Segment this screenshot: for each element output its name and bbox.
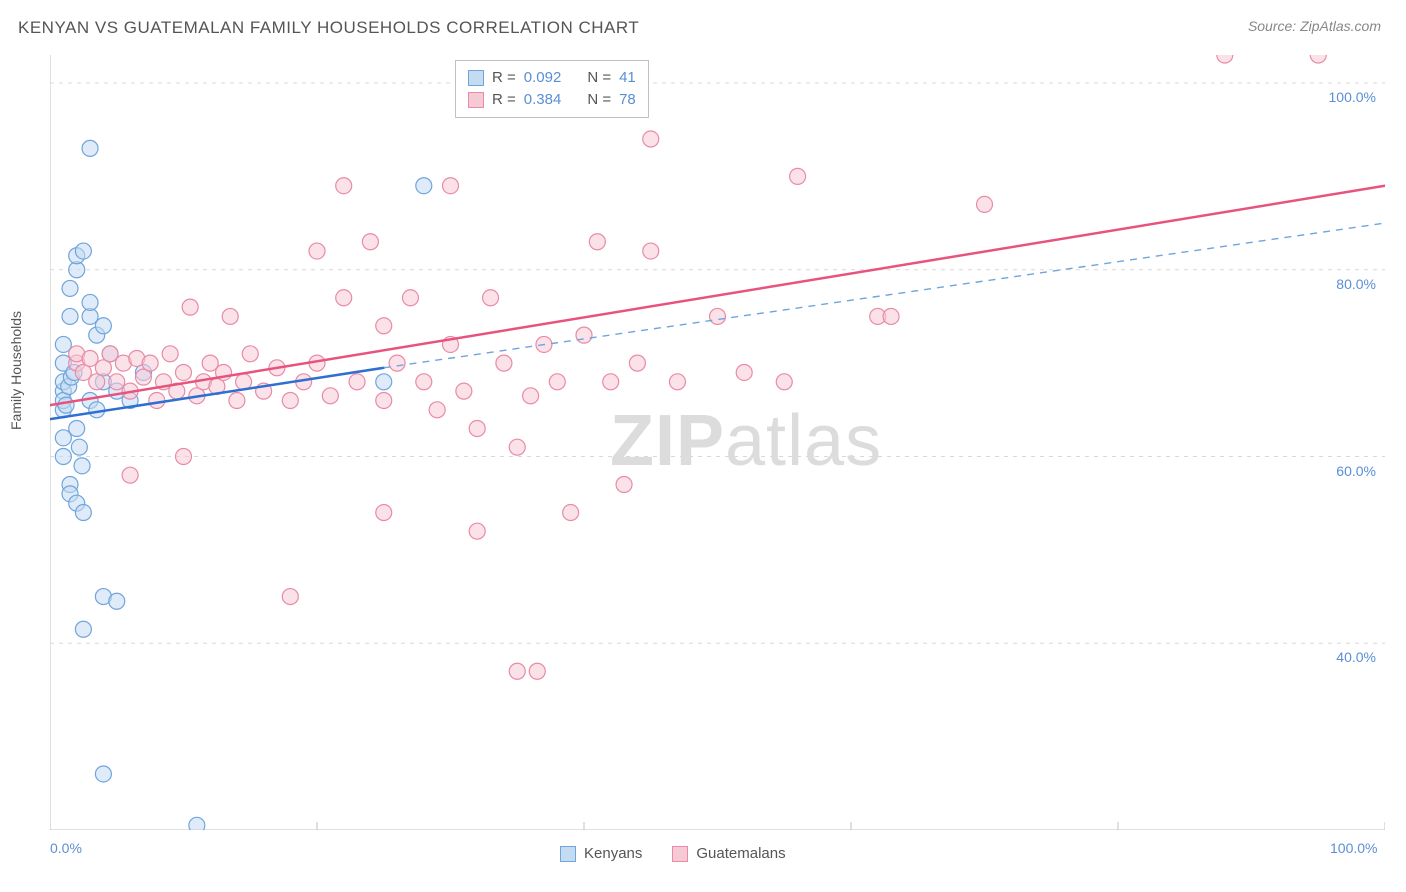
legend-label: Kenyans xyxy=(584,845,642,862)
r-label: R = xyxy=(492,89,516,111)
legend-label: Guatemalans xyxy=(696,845,785,862)
y-tick-label: 40.0% xyxy=(1336,649,1376,665)
series-legend: Kenyans Guatemalans xyxy=(560,845,786,862)
chart-title: KENYAN VS GUATEMALAN FAMILY HOUSEHOLDS C… xyxy=(18,18,639,38)
legend-swatch xyxy=(468,70,484,86)
r-value: 0.384 xyxy=(524,89,562,111)
legend-row: R = 0.384 N = 78 xyxy=(468,89,636,111)
r-label: R = xyxy=(492,67,516,89)
legend-swatch xyxy=(468,92,484,108)
chart-container: { "title": "KENYAN VS GUATEMALAN FAMILY … xyxy=(0,0,1406,892)
y-axis-label: Family Households xyxy=(8,311,24,430)
correlation-legend: R = 0.092 N = 41 R = 0.384 N = 78 xyxy=(455,60,649,118)
n-value: 41 xyxy=(619,67,636,89)
source-label: Source: ZipAtlas.com xyxy=(1248,18,1381,34)
y-tick-label: 60.0% xyxy=(1336,463,1376,479)
n-label: N = xyxy=(587,67,611,89)
scatter-plot xyxy=(50,55,1385,830)
r-value: 0.092 xyxy=(524,67,562,89)
legend-swatch xyxy=(560,846,576,862)
y-tick-label: 100.0% xyxy=(1329,89,1376,105)
legend-row: R = 0.092 N = 41 xyxy=(468,67,636,89)
x-tick-label: 100.0% xyxy=(1330,840,1377,856)
legend-item: Kenyans xyxy=(560,845,642,862)
n-label: N = xyxy=(587,89,611,111)
legend-item: Guatemalans xyxy=(672,845,785,862)
y-tick-label: 80.0% xyxy=(1336,276,1376,292)
n-value: 78 xyxy=(619,89,636,111)
x-tick-label: 0.0% xyxy=(50,840,82,856)
legend-swatch xyxy=(672,846,688,862)
